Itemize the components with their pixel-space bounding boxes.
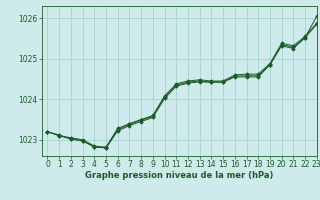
X-axis label: Graphe pression niveau de la mer (hPa): Graphe pression niveau de la mer (hPa) (85, 171, 273, 180)
